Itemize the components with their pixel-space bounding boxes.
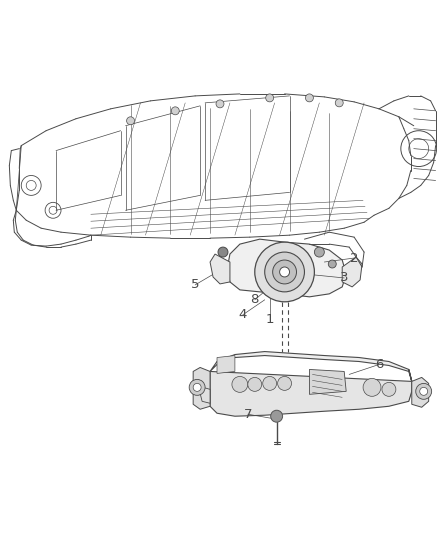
Text: 6: 6	[375, 358, 383, 371]
Circle shape	[271, 410, 283, 422]
Text: 1: 1	[265, 313, 274, 326]
Text: 8: 8	[251, 293, 259, 306]
Circle shape	[218, 247, 228, 257]
Polygon shape	[200, 387, 210, 403]
Polygon shape	[309, 369, 346, 394]
Polygon shape	[210, 254, 230, 284]
Text: 2: 2	[350, 252, 358, 264]
Polygon shape	[412, 377, 429, 407]
Circle shape	[189, 379, 205, 395]
Circle shape	[232, 376, 248, 392]
Text: 3: 3	[340, 271, 349, 285]
Circle shape	[193, 383, 201, 391]
Text: 4: 4	[239, 308, 247, 321]
Circle shape	[382, 382, 396, 397]
Circle shape	[255, 242, 314, 302]
Text: 5: 5	[191, 278, 199, 292]
Polygon shape	[217, 356, 235, 374]
Circle shape	[266, 94, 274, 102]
Circle shape	[279, 267, 290, 277]
Circle shape	[416, 383, 431, 399]
Circle shape	[265, 252, 304, 292]
Circle shape	[278, 376, 292, 390]
Polygon shape	[210, 372, 412, 416]
Circle shape	[335, 99, 343, 107]
Text: 7: 7	[244, 408, 252, 421]
Circle shape	[171, 107, 179, 115]
Circle shape	[328, 260, 336, 268]
Circle shape	[263, 376, 277, 390]
Polygon shape	[210, 352, 412, 382]
Circle shape	[273, 260, 297, 284]
Circle shape	[420, 387, 427, 395]
Circle shape	[248, 377, 262, 391]
Circle shape	[216, 100, 224, 108]
Circle shape	[363, 378, 381, 397]
Circle shape	[314, 247, 324, 257]
Polygon shape	[227, 239, 346, 297]
Polygon shape	[193, 367, 210, 409]
Polygon shape	[342, 257, 362, 287]
Circle shape	[127, 117, 134, 125]
Circle shape	[305, 94, 314, 102]
Polygon shape	[210, 369, 412, 414]
